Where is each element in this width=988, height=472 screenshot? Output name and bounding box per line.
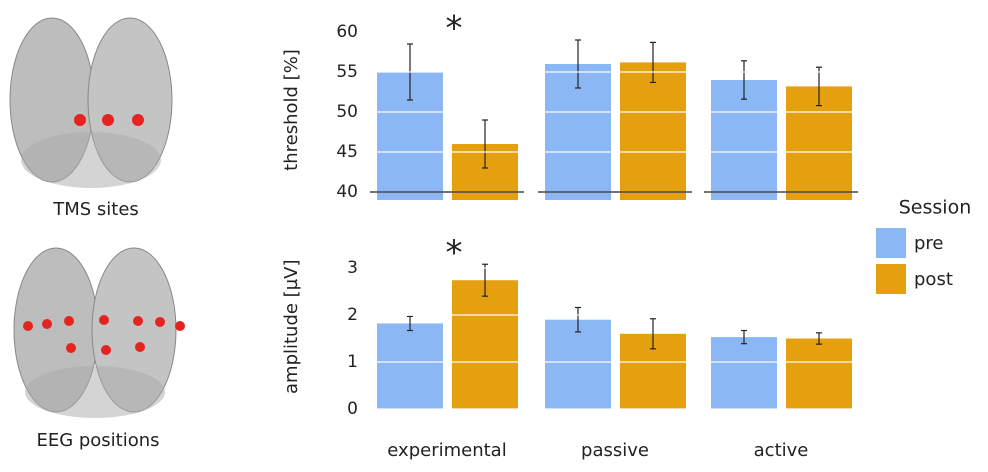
bar xyxy=(620,62,686,201)
eeg-brain xyxy=(13,247,185,418)
error-bar xyxy=(816,332,822,345)
error-bar xyxy=(407,315,413,332)
legend-label: pre xyxy=(914,233,944,254)
error-bar xyxy=(482,263,488,297)
bar xyxy=(377,323,443,409)
error-bar xyxy=(650,318,656,350)
y-tick-label: 3 xyxy=(347,258,358,278)
bar xyxy=(786,338,852,409)
bar xyxy=(545,319,611,409)
bar xyxy=(452,280,518,409)
y-tick-label: 60 xyxy=(336,22,358,42)
x-tick-label: passive xyxy=(581,440,649,461)
legend-swatch xyxy=(876,264,906,294)
error-bar xyxy=(650,41,656,84)
tms-label: TMS sites xyxy=(52,199,139,220)
x-tick-label: active xyxy=(754,440,809,461)
bar xyxy=(711,80,777,200)
error-bar xyxy=(816,66,822,107)
y-tick-label: 2 xyxy=(347,305,358,325)
error-bar xyxy=(741,329,747,345)
legend-title: Session xyxy=(899,197,972,219)
annotation: * xyxy=(446,233,463,273)
annotation: * xyxy=(446,9,463,49)
y-axis-label: amplitude [µV] xyxy=(281,260,302,395)
y-tick-label: 45 xyxy=(336,142,358,162)
y-tick-label: 50 xyxy=(336,102,358,122)
y-tick-label: 55 xyxy=(336,62,358,82)
error-bar xyxy=(575,306,581,333)
legend-swatch xyxy=(876,228,906,258)
tms-brain xyxy=(9,17,173,188)
error-bar xyxy=(482,119,488,169)
eeg-label: EEG positions xyxy=(36,430,159,451)
error-bar xyxy=(741,60,747,100)
legend-label: post xyxy=(914,269,953,290)
bar xyxy=(711,337,777,409)
x-tick-label: experimental xyxy=(387,440,506,461)
y-tick-label: 40 xyxy=(336,182,358,202)
y-tick-label: 0 xyxy=(347,399,358,419)
y-axis-label: threshold [%] xyxy=(281,49,302,171)
y-tick-label: 1 xyxy=(347,352,358,372)
error-bar xyxy=(575,39,581,89)
